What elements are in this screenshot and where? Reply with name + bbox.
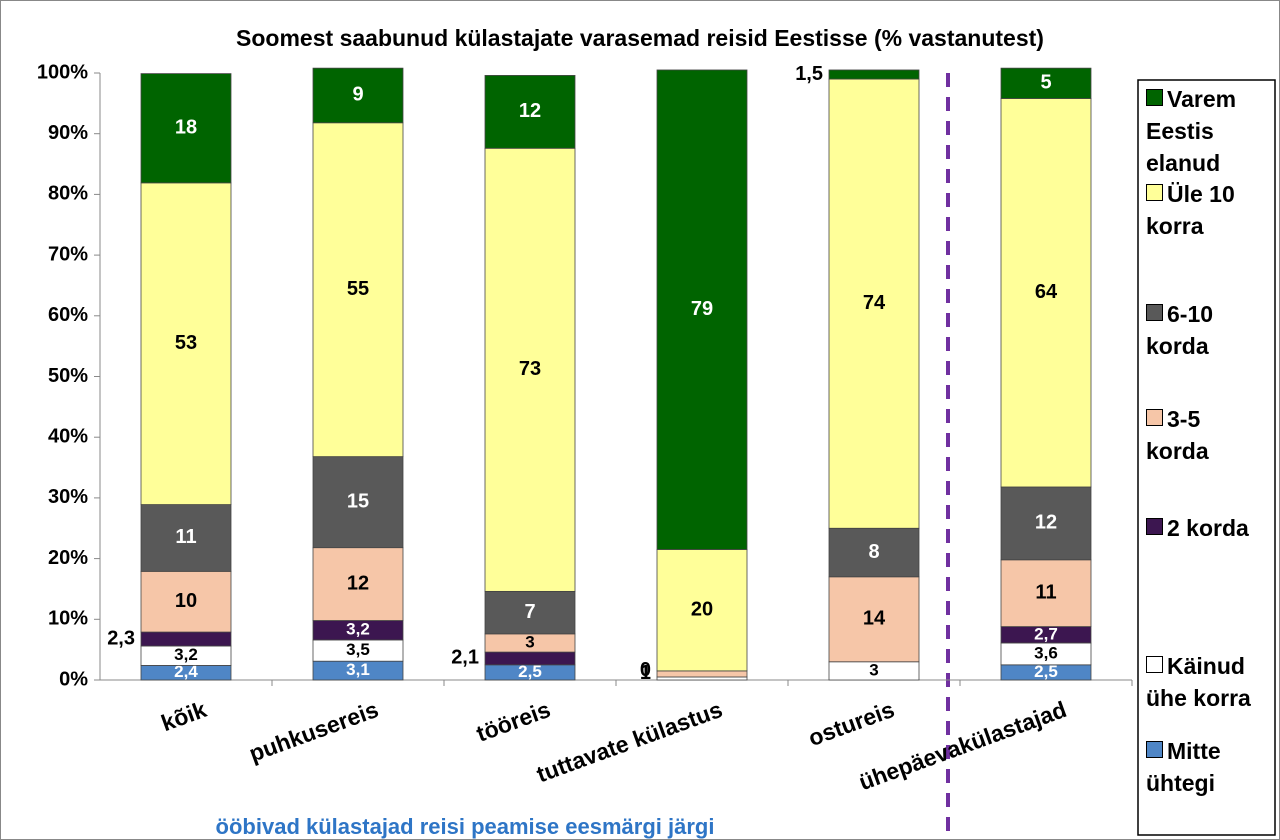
bar-segment [828, 527, 920, 578]
legend-item: Üle 10 korra [1146, 178, 1266, 242]
y-tick-label: 50% [48, 365, 88, 387]
annotation: ööbivad külastajad reisi peamise eesmärg… [216, 814, 715, 839]
legend-item: Varem Eestis elanud [1146, 83, 1266, 179]
bar-segment [140, 504, 232, 572]
y-tick-label: 0% [59, 668, 88, 690]
bar-segment [1000, 559, 1092, 627]
data-label: 1,5 [795, 63, 823, 85]
legend-swatch [1146, 89, 1163, 106]
data-label: 9 [352, 84, 363, 106]
y-tick-label: 30% [48, 486, 88, 508]
data-label: 10 [175, 590, 197, 612]
y-tick-label: 20% [48, 547, 88, 569]
legend-label: 6-10 korda [1146, 301, 1214, 359]
chart-title: Soomest saabunud külastajate varasemad r… [236, 25, 1044, 51]
legend-label: 3-5 korda [1146, 406, 1209, 464]
legend-label: Üle 10 korra [1146, 181, 1235, 239]
data-label: 11 [175, 526, 196, 548]
y-tick-label: 90% [48, 122, 88, 144]
legend-swatch [1146, 304, 1163, 321]
data-label: 1 [640, 662, 651, 684]
data-label: 5 [1040, 72, 1051, 94]
bar-segment [1000, 67, 1092, 99]
bar-segment [312, 547, 404, 621]
bar-segment [312, 456, 404, 549]
data-label: 2,4 [174, 662, 198, 681]
data-label: 53 [175, 332, 197, 354]
data-label: 2,1 [451, 647, 479, 669]
bar-segment [656, 69, 748, 550]
legend-swatch [1146, 656, 1163, 673]
bar-segment [140, 73, 232, 184]
bar-segment [484, 651, 576, 666]
data-label: 12 [1035, 512, 1057, 534]
data-label: 2,3 [107, 627, 135, 649]
data-label: 64 [1035, 281, 1058, 303]
legend-item: 3-5 korda [1146, 403, 1266, 467]
legend-item: 2 korda [1146, 512, 1266, 544]
y-tick-label: 40% [48, 425, 88, 447]
bar-segment [1000, 98, 1092, 488]
legend-label: Mitte ühtegi [1146, 738, 1221, 796]
data-label: 11 [1035, 581, 1056, 603]
y-tick-label: 80% [48, 183, 88, 205]
bar-segment [828, 69, 920, 80]
legend-swatch [1146, 741, 1163, 758]
data-label: 73 [519, 358, 541, 380]
legend-swatch [1146, 409, 1163, 426]
legend-label: 2 korda [1167, 515, 1249, 541]
data-label: 74 [863, 292, 886, 314]
data-label: 8 [868, 541, 879, 563]
legend-box [1137, 79, 1276, 836]
bar-segment [656, 676, 748, 681]
bar-segment [140, 570, 232, 633]
data-label: 3,1 [346, 660, 370, 679]
data-label: 3,6 [1034, 643, 1058, 662]
legend-item: Mitte ühtegi [1146, 735, 1266, 799]
bar-segment [656, 670, 748, 678]
data-label: 55 [347, 278, 369, 300]
y-tick-label: 100% [37, 61, 88, 83]
data-label: 18 [175, 117, 197, 139]
bar-segment [140, 182, 232, 505]
y-tick-label: 70% [48, 243, 88, 265]
data-label: 2,7 [1034, 624, 1058, 643]
bar-segment [484, 147, 576, 592]
bar-segment [312, 67, 404, 124]
legend-item: Käinud ühe korra [1146, 650, 1266, 714]
data-label: 3,5 [346, 640, 370, 659]
data-label: 12 [347, 572, 369, 594]
bar-segment [484, 75, 576, 149]
data-label: 20 [691, 598, 713, 620]
data-label: 3,2 [174, 645, 198, 664]
legend-label: Varem Eestis elanud [1146, 86, 1237, 176]
data-label: 15 [347, 490, 369, 512]
legend-item: 6-10 korda [1146, 298, 1266, 362]
data-label: 14 [863, 608, 886, 630]
data-label: 3 [869, 660, 878, 679]
data-label: 0 [640, 659, 651, 681]
legend-label: Käinud ühe korra [1146, 653, 1251, 711]
bar-segment [828, 78, 920, 529]
data-label: 2,5 [518, 662, 542, 681]
data-label: 3,2 [346, 620, 370, 639]
y-tick-label: 60% [48, 304, 88, 326]
y-tick-label: 10% [48, 608, 88, 630]
data-label: 79 [691, 298, 713, 320]
legend-swatch [1146, 518, 1163, 535]
data-label: 7 [524, 601, 535, 623]
bar-segment [1000, 486, 1092, 561]
bar-segment [312, 122, 404, 458]
bar-segment [140, 631, 232, 647]
data-label: 12 [519, 100, 541, 122]
legend-swatch [1146, 184, 1163, 201]
data-label: 3 [525, 632, 534, 651]
bar-segment [656, 549, 748, 672]
data-label: 2,5 [1034, 662, 1058, 681]
